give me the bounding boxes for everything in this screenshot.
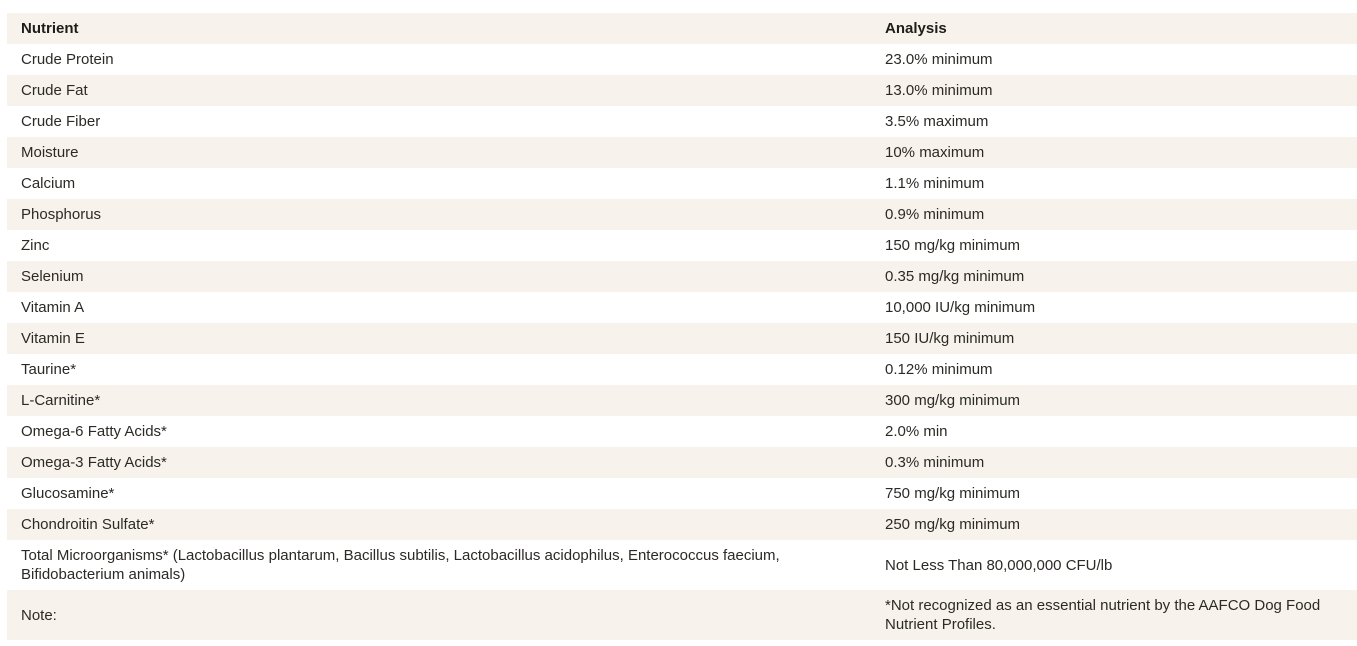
table-row: Phosphorus 0.9% minimum	[7, 199, 1357, 230]
analysis-cell: 0.12% minimum	[871, 354, 1357, 385]
analysis-cell: 0.9% minimum	[871, 199, 1357, 230]
nutrient-analysis-table: Nutrient Analysis Crude Protein 23.0% min…	[7, 13, 1357, 640]
nutrient-cell: Glucosamine*	[7, 478, 871, 509]
nutrient-cell: Moisture	[7, 137, 871, 168]
analysis-cell: 13.0% minimum	[871, 75, 1357, 106]
table-row: Vitamin E 150 IU/kg minimum	[7, 323, 1357, 354]
nutrient-cell: Vitamin E	[7, 323, 871, 354]
nutrient-cell: Crude Fiber	[7, 106, 871, 137]
table-row: Chondroitin Sulfate* 250 mg/kg minimum	[7, 509, 1357, 540]
nutrient-cell: Note:	[7, 590, 871, 640]
nutrient-cell: Vitamin A	[7, 292, 871, 323]
table-row: Calcium 1.1% minimum	[7, 168, 1357, 199]
analysis-cell: 250 mg/kg minimum	[871, 509, 1357, 540]
table-row: Zinc 150 mg/kg minimum	[7, 230, 1357, 261]
table-row: Crude Protein 23.0% minimum	[7, 44, 1357, 75]
analysis-cell: 0.3% minimum	[871, 447, 1357, 478]
nutrient-cell: Omega-6 Fatty Acids*	[7, 416, 871, 447]
nutrient-cell: Chondroitin Sulfate*	[7, 509, 871, 540]
table-row: L-Carnitine* 300 mg/kg minimum	[7, 385, 1357, 416]
table-row: Taurine* 0.12% minimum	[7, 354, 1357, 385]
table-row: Crude Fiber 3.5% maximum	[7, 106, 1357, 137]
nutrient-cell: Zinc	[7, 230, 871, 261]
column-header-analysis: Analysis	[871, 13, 1357, 44]
nutrient-cell: Crude Protein	[7, 44, 871, 75]
analysis-cell: 150 mg/kg minimum	[871, 230, 1357, 261]
analysis-cell: 2.0% min	[871, 416, 1357, 447]
nutrient-cell: Calcium	[7, 168, 871, 199]
nutrient-cell: Total Microorganisms* (Lactobacillus pla…	[7, 540, 871, 590]
analysis-cell: 1.1% minimum	[871, 168, 1357, 199]
column-header-nutrient: Nutrient	[7, 13, 871, 44]
table-row: Omega-6 Fatty Acids* 2.0% min	[7, 416, 1357, 447]
nutrient-cell: Selenium	[7, 261, 871, 292]
analysis-cell: 300 mg/kg minimum	[871, 385, 1357, 416]
table-header: Nutrient Analysis	[7, 13, 1357, 44]
table-row: Moisture 10% maximum	[7, 137, 1357, 168]
analysis-cell: *Not recognized as an essential nutrient…	[871, 590, 1357, 640]
table-row: Glucosamine* 750 mg/kg minimum	[7, 478, 1357, 509]
analysis-cell: 0.35 mg/kg minimum	[871, 261, 1357, 292]
table-body: Crude Protein 23.0% minimum Crude Fat 13.0%…	[7, 44, 1357, 640]
table-row: Selenium 0.35 mg/kg minimum	[7, 261, 1357, 292]
table-row: Crude Fat 13.0% minimum	[7, 75, 1357, 106]
analysis-cell: Not Less Than 80,000,000 CFU/lb	[871, 540, 1357, 590]
nutrient-cell: Phosphorus	[7, 199, 871, 230]
nutrient-cell: L-Carnitine*	[7, 385, 871, 416]
nutrient-cell: Crude Fat	[7, 75, 871, 106]
table-header-row: Nutrient Analysis	[7, 13, 1357, 44]
analysis-cell: 10,000 IU/kg minimum	[871, 292, 1357, 323]
analysis-cell: 750 mg/kg minimum	[871, 478, 1357, 509]
nutrient-cell: Omega-3 Fatty Acids*	[7, 447, 871, 478]
analysis-cell: 23.0% minimum	[871, 44, 1357, 75]
table-row: Vitamin A 10,000 IU/kg minimum	[7, 292, 1357, 323]
analysis-cell: 3.5% maximum	[871, 106, 1357, 137]
analysis-cell: 150 IU/kg minimum	[871, 323, 1357, 354]
table-row: Omega-3 Fatty Acids* 0.3% minimum	[7, 447, 1357, 478]
table-row: Total Microorganisms* (Lactobacillus pla…	[7, 540, 1357, 590]
table-row: Note: *Not recognized as an essential nut…	[7, 590, 1357, 640]
analysis-cell: 10% maximum	[871, 137, 1357, 168]
nutrient-cell: Taurine*	[7, 354, 871, 385]
